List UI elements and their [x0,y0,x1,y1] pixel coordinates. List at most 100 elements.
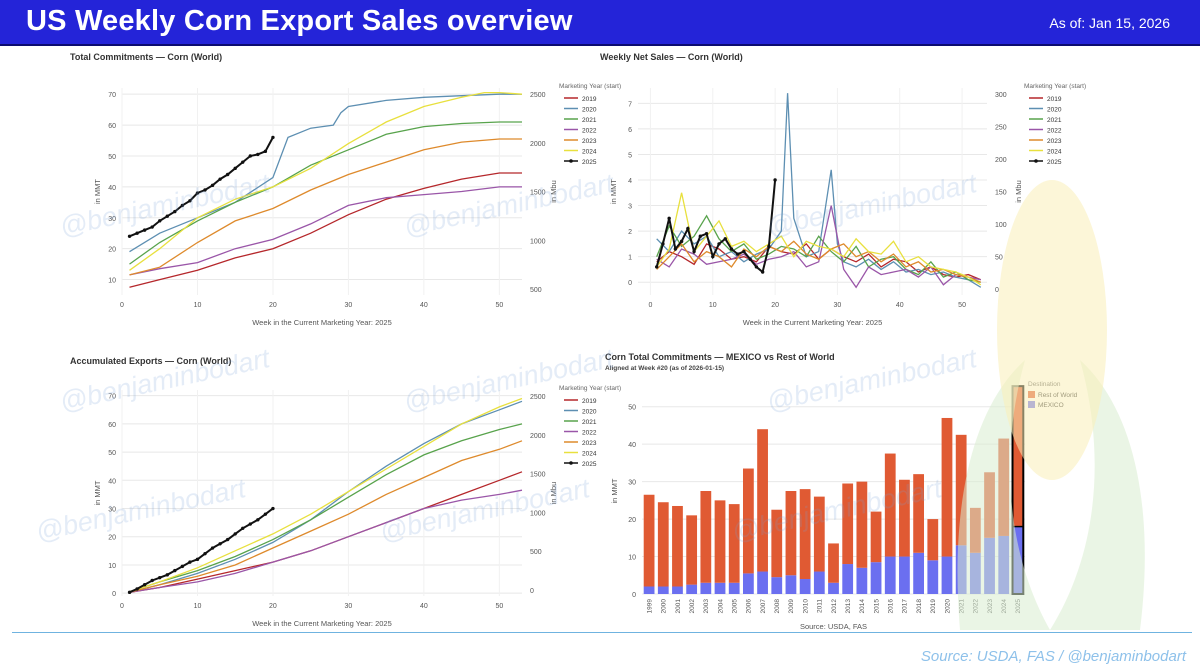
data-point-2025 [127,234,132,238]
right-tick-label: 2500 [530,92,546,99]
y-tick-label: 60 [108,123,116,130]
legend-title: Destination [1028,381,1061,388]
bar-mexico [899,556,910,594]
right-axis-label: in Mbu [1014,180,1023,203]
bar-rest-of-world [785,491,797,576]
x-tick-label: 2000 [661,599,668,614]
x-tick-label: 2011 [817,599,824,613]
y-tick-label: 20 [108,535,116,542]
x-tick-label: 2023 [987,599,994,614]
series-line-2022 [129,489,523,593]
bar-mexico [700,582,712,594]
data-point-2025 [717,242,721,246]
data-point-2025 [195,191,200,195]
legend-label: 2019 [582,96,597,103]
bar-mexico [742,573,754,594]
data-point-2025 [748,257,752,261]
legend-swatch [1028,391,1035,398]
x-axis-label: Week in the Current Marketing Year: 2025 [252,318,392,327]
right-tick-label: 1000 [530,510,546,517]
x-tick-label: 20 [269,302,277,309]
bar-mexico [927,560,939,594]
legend-label: 2019 [1047,96,1062,103]
x-tick-label: 10 [709,302,717,309]
legend-label: 2021 [582,117,597,124]
x-tick-label: 2009 [788,599,795,614]
legend-label: 2024 [582,149,597,156]
legend-label: 2022 [582,128,597,135]
bar-mexico [941,556,953,594]
bar-rest-of-world [1012,386,1024,527]
x-tick-label: 30 [345,603,353,610]
data-point-2025 [673,247,678,251]
x-tick-label: 10 [194,603,202,610]
x-tick-label: 40 [420,302,428,309]
legend-label: 2021 [1047,117,1062,124]
weekly-net-sales-chart: Weekly Net Sales — Corn (World) 0 1 2 3 4 5 6 7 0… [600,52,1086,327]
right-axis-label: in Mbu [549,482,558,505]
legend-label: 2024 [582,451,597,458]
data-point-2025 [233,166,237,171]
right-tick-label: 2500 [530,394,546,401]
bar-rest-of-world [643,494,655,587]
legend-label: 2022 [1047,128,1062,135]
x-tick-label: 50 [495,603,503,610]
bar-mexico [842,564,854,594]
x-tick-label: 0 [649,302,653,309]
right-tick-label: 2000 [530,433,546,440]
y-tick-label: 40 [628,442,636,449]
data-point-2025 [271,135,275,140]
y-tick-label: 70 [108,92,116,99]
data-point-2025 [736,252,740,256]
x-tick-label: 2005 [732,599,739,614]
bar-mexico [913,552,925,594]
data-point-2025 [742,249,746,254]
series-line-2023 [656,240,982,283]
data-point-2025 [225,537,230,542]
bar-rest-of-world [742,468,754,574]
x-tick-label: 2016 [888,599,895,614]
y-axis-label: in MMT [93,179,102,204]
x-tick-label: 2014 [859,599,866,614]
legend-label: 2023 [1047,138,1062,145]
y-tick-label: 70 [108,394,116,401]
data-point-2025 [667,216,671,221]
x-tick-label: 50 [495,302,503,309]
chart-title: Accumulated Exports — Corn (World) [70,356,231,366]
data-point-2025 [173,209,177,214]
data-point-2025 [679,239,684,244]
data-point-2025 [773,178,777,182]
right-tick-label: 500 [530,549,542,556]
series-line-2024 [129,91,523,271]
legend-label: 2023 [582,440,597,447]
x-axis-label: Week in the Current Marketing Year: 2025 [743,318,883,327]
y-tick-label: 10 [108,278,116,285]
bar-rest-of-world [899,479,910,557]
series-line-2019 [129,471,523,593]
footer-divider [12,632,1192,633]
bar-mexico [785,575,797,594]
x-tick-label: 2017 [902,599,909,614]
legend-label: 2021 [582,419,597,426]
bar-mexico [969,552,981,594]
legend-label: Rest of World [1038,392,1078,399]
bar-mexico [728,582,740,594]
chart-title: Weekly Net Sales — Corn (World) [600,52,743,62]
bar-mexico [884,556,896,594]
data-point-2025 [210,183,215,188]
data-point-2025 [195,557,200,562]
right-tick-label: 0 [995,287,999,294]
bar-rest-of-world [969,507,981,553]
x-tick-label: 1999 [646,599,653,614]
right-tick-label: 100 [995,222,1007,229]
bar-rest-of-world [657,502,669,587]
right-tick-label: 50 [995,255,1003,262]
data-point-2025 [654,265,659,269]
bar-rest-of-world [842,483,854,565]
series-line-2020 [129,93,522,253]
data-point-2025 [704,231,709,236]
bar-rest-of-world [955,434,967,546]
data-point-2025 [256,152,260,157]
bar-mexico [714,582,726,594]
data-point-2025 [241,526,245,530]
